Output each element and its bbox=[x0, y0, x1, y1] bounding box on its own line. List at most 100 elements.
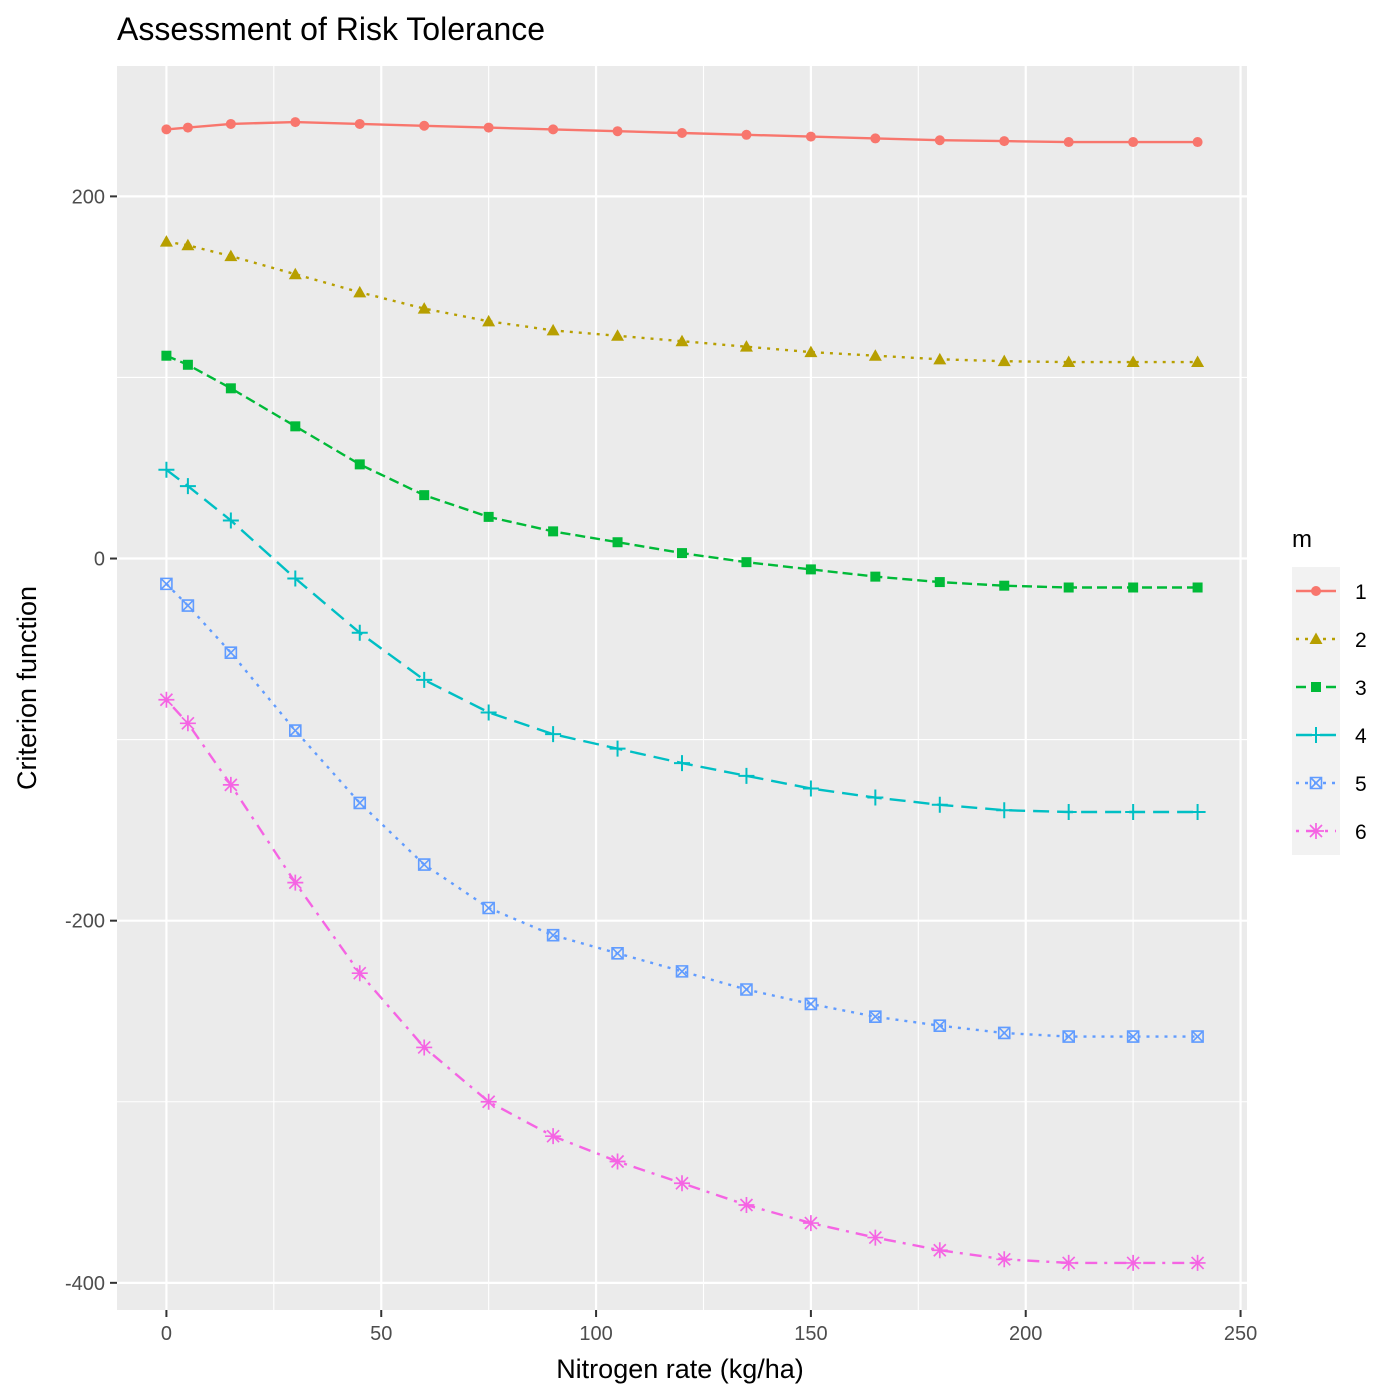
data-point bbox=[1126, 1030, 1140, 1043]
data-point bbox=[802, 1215, 819, 1232]
series-line-3 bbox=[165, 354, 1198, 589]
data-point bbox=[1126, 355, 1140, 368]
data-point bbox=[225, 118, 236, 129]
data-point bbox=[181, 238, 195, 251]
chart-title: Assessment of Risk Tolerance bbox=[117, 11, 545, 47]
data-point bbox=[179, 715, 196, 732]
data-point bbox=[804, 345, 818, 358]
data-point bbox=[611, 329, 625, 341]
data-point bbox=[933, 352, 947, 365]
legend-item-4: 4 bbox=[1292, 711, 1367, 759]
data-point bbox=[869, 1010, 882, 1023]
series-5 bbox=[160, 577, 1204, 1043]
x-tick-label: 250 bbox=[1224, 1323, 1257, 1345]
data-point bbox=[999, 136, 1010, 147]
plot-panel bbox=[117, 66, 1247, 1310]
data-point bbox=[182, 122, 193, 133]
data-point bbox=[354, 118, 365, 129]
legend-label: 3 bbox=[1355, 677, 1367, 700]
data-point bbox=[482, 901, 495, 915]
legend-key-marker bbox=[1309, 632, 1323, 644]
series-line-1 bbox=[166, 120, 1198, 144]
data-point bbox=[351, 624, 368, 641]
data-point bbox=[287, 570, 304, 587]
data-point bbox=[1060, 804, 1077, 821]
data-point bbox=[609, 740, 626, 757]
data-point bbox=[674, 1175, 690, 1192]
data-point bbox=[351, 965, 368, 982]
data-point bbox=[287, 874, 304, 891]
data-point bbox=[612, 126, 623, 137]
data-point bbox=[1191, 355, 1205, 368]
data-point bbox=[867, 789, 884, 806]
data-point bbox=[933, 1019, 947, 1033]
data-point bbox=[546, 323, 560, 336]
data-point bbox=[179, 478, 196, 495]
data-point bbox=[867, 1229, 884, 1246]
series-6 bbox=[158, 691, 1206, 1271]
data-point bbox=[738, 1196, 755, 1213]
data-point bbox=[805, 564, 816, 575]
data-point bbox=[222, 512, 239, 529]
legend-item-5: 5 bbox=[1292, 759, 1367, 807]
legend-label: 1 bbox=[1355, 581, 1367, 604]
data-point bbox=[805, 131, 816, 142]
series-line-6 bbox=[165, 698, 1198, 1265]
data-point bbox=[290, 117, 301, 128]
data-point bbox=[1192, 582, 1203, 593]
data-point bbox=[738, 767, 755, 784]
data-point bbox=[1192, 137, 1203, 148]
series-line-4 bbox=[165, 468, 1198, 814]
data-point bbox=[222, 776, 239, 793]
y-tick-label: 200 bbox=[72, 186, 105, 208]
legend-item-2: 2 bbox=[1292, 615, 1367, 663]
x-tick-label: 150 bbox=[794, 1323, 827, 1345]
data-point bbox=[1063, 137, 1074, 148]
data-point bbox=[482, 314, 496, 327]
data-point bbox=[224, 249, 238, 262]
data-point bbox=[934, 135, 945, 146]
data-point bbox=[419, 490, 430, 501]
data-point bbox=[545, 726, 562, 743]
data-point bbox=[1125, 1254, 1142, 1271]
legend-label: 4 bbox=[1355, 725, 1367, 748]
legend-item-1: 1 bbox=[1292, 567, 1367, 615]
data-point bbox=[545, 1128, 562, 1145]
y-axis-title: Criterion function bbox=[12, 586, 42, 790]
data-point bbox=[1189, 1254, 1206, 1271]
data-point bbox=[289, 724, 302, 737]
data-point bbox=[416, 671, 433, 688]
data-point bbox=[1189, 804, 1206, 821]
legend-key-marker bbox=[1308, 727, 1324, 743]
x-axis-title: Nitrogen rate (kg/ha) bbox=[556, 1354, 804, 1384]
data-point bbox=[419, 120, 430, 131]
data-point bbox=[677, 127, 687, 138]
data-point bbox=[160, 577, 173, 591]
data-point bbox=[416, 1039, 433, 1056]
data-point bbox=[931, 796, 948, 813]
data-point bbox=[739, 340, 753, 352]
data-point bbox=[546, 928, 560, 942]
x-tick-label: 200 bbox=[1009, 1323, 1042, 1345]
data-point bbox=[161, 124, 172, 135]
y-tick-label: -400 bbox=[65, 1273, 105, 1295]
legend-label: 5 bbox=[1355, 773, 1367, 796]
data-point bbox=[674, 755, 690, 772]
legend-title: m bbox=[1292, 526, 1312, 553]
data-point bbox=[158, 461, 175, 478]
data-point bbox=[675, 334, 689, 347]
data-point bbox=[224, 646, 238, 659]
data-point bbox=[870, 133, 881, 144]
data-point bbox=[159, 235, 173, 247]
legend-key-marker bbox=[1311, 586, 1321, 596]
series-2 bbox=[159, 235, 1205, 368]
data-point bbox=[1128, 582, 1139, 593]
data-point bbox=[996, 1251, 1013, 1268]
series-3 bbox=[161, 350, 1203, 593]
data-point bbox=[225, 383, 236, 394]
data-point bbox=[1125, 804, 1142, 821]
data-point bbox=[417, 302, 431, 314]
data-point bbox=[290, 421, 301, 432]
data-point bbox=[675, 965, 689, 978]
